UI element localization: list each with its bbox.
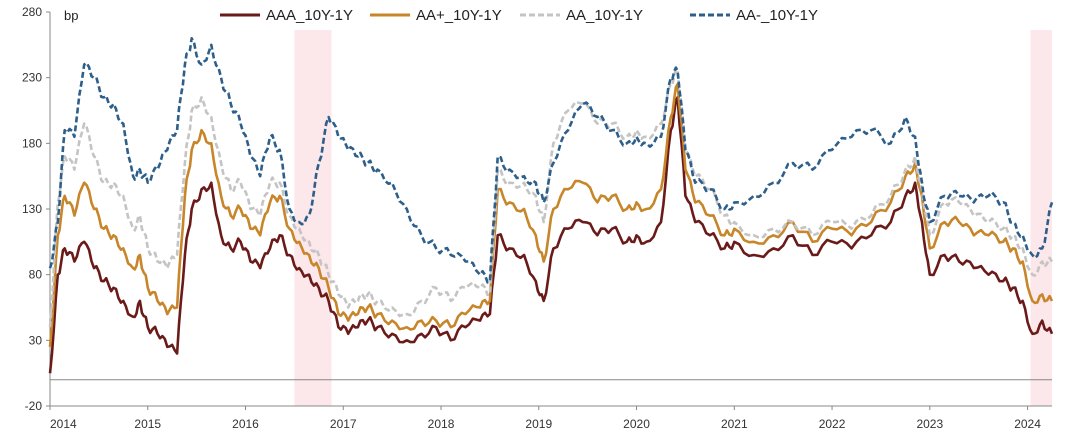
y-tick-label: 80 xyxy=(29,268,43,282)
series-line-2 xyxy=(48,67,1054,328)
x-tick-label: 2018 xyxy=(428,417,455,431)
series-lines xyxy=(48,37,1054,374)
x-tick-label: 2017 xyxy=(330,417,357,431)
y-tick-label: 30 xyxy=(29,333,43,347)
series-line-1 xyxy=(48,82,1054,348)
axes: 280 230 180 130 80 30 -20 2014 2015 2016 2017 2018 2… xyxy=(22,5,1052,431)
y-tick-label: 180 xyxy=(22,136,42,150)
series-line-0 xyxy=(48,96,1054,374)
x-tick-label: 2020 xyxy=(623,417,650,431)
x-tick-label: 2014 xyxy=(50,417,77,431)
x-tick-label: 2019 xyxy=(525,417,552,431)
y-tick-label: 130 xyxy=(22,202,42,216)
legend-label-2: AA_10Y-1Y xyxy=(566,7,643,24)
x-tick-label: 2022 xyxy=(819,417,846,431)
x-tick-label: 2023 xyxy=(916,417,943,431)
x-tick-label: 2016 xyxy=(232,417,259,431)
legend-label-0: AAA_10Y-1Y xyxy=(266,7,353,24)
y-tick-label: 230 xyxy=(22,71,42,85)
shaded-periods xyxy=(294,30,1052,406)
legend-label-3: AA-_10Y-1Y xyxy=(736,7,818,24)
x-tick-label: 2021 xyxy=(721,417,748,431)
y-tick-label: -20 xyxy=(25,399,43,413)
legend: AAA_10Y-1Y AA+_10Y-1Y AA_10Y-1Y AA-_10Y-1Y xyxy=(220,7,818,24)
x-tick-label: 2015 xyxy=(134,417,161,431)
unit-label: bp xyxy=(64,8,78,23)
series-line-3 xyxy=(48,37,1054,284)
shaded-period-1 xyxy=(1030,30,1052,406)
x-tick-label: 2024 xyxy=(1014,417,1041,431)
legend-label-1: AA+_10Y-1Y xyxy=(416,7,502,24)
shaded-period-0 xyxy=(294,30,332,406)
y-tick-label: 280 xyxy=(22,5,42,19)
